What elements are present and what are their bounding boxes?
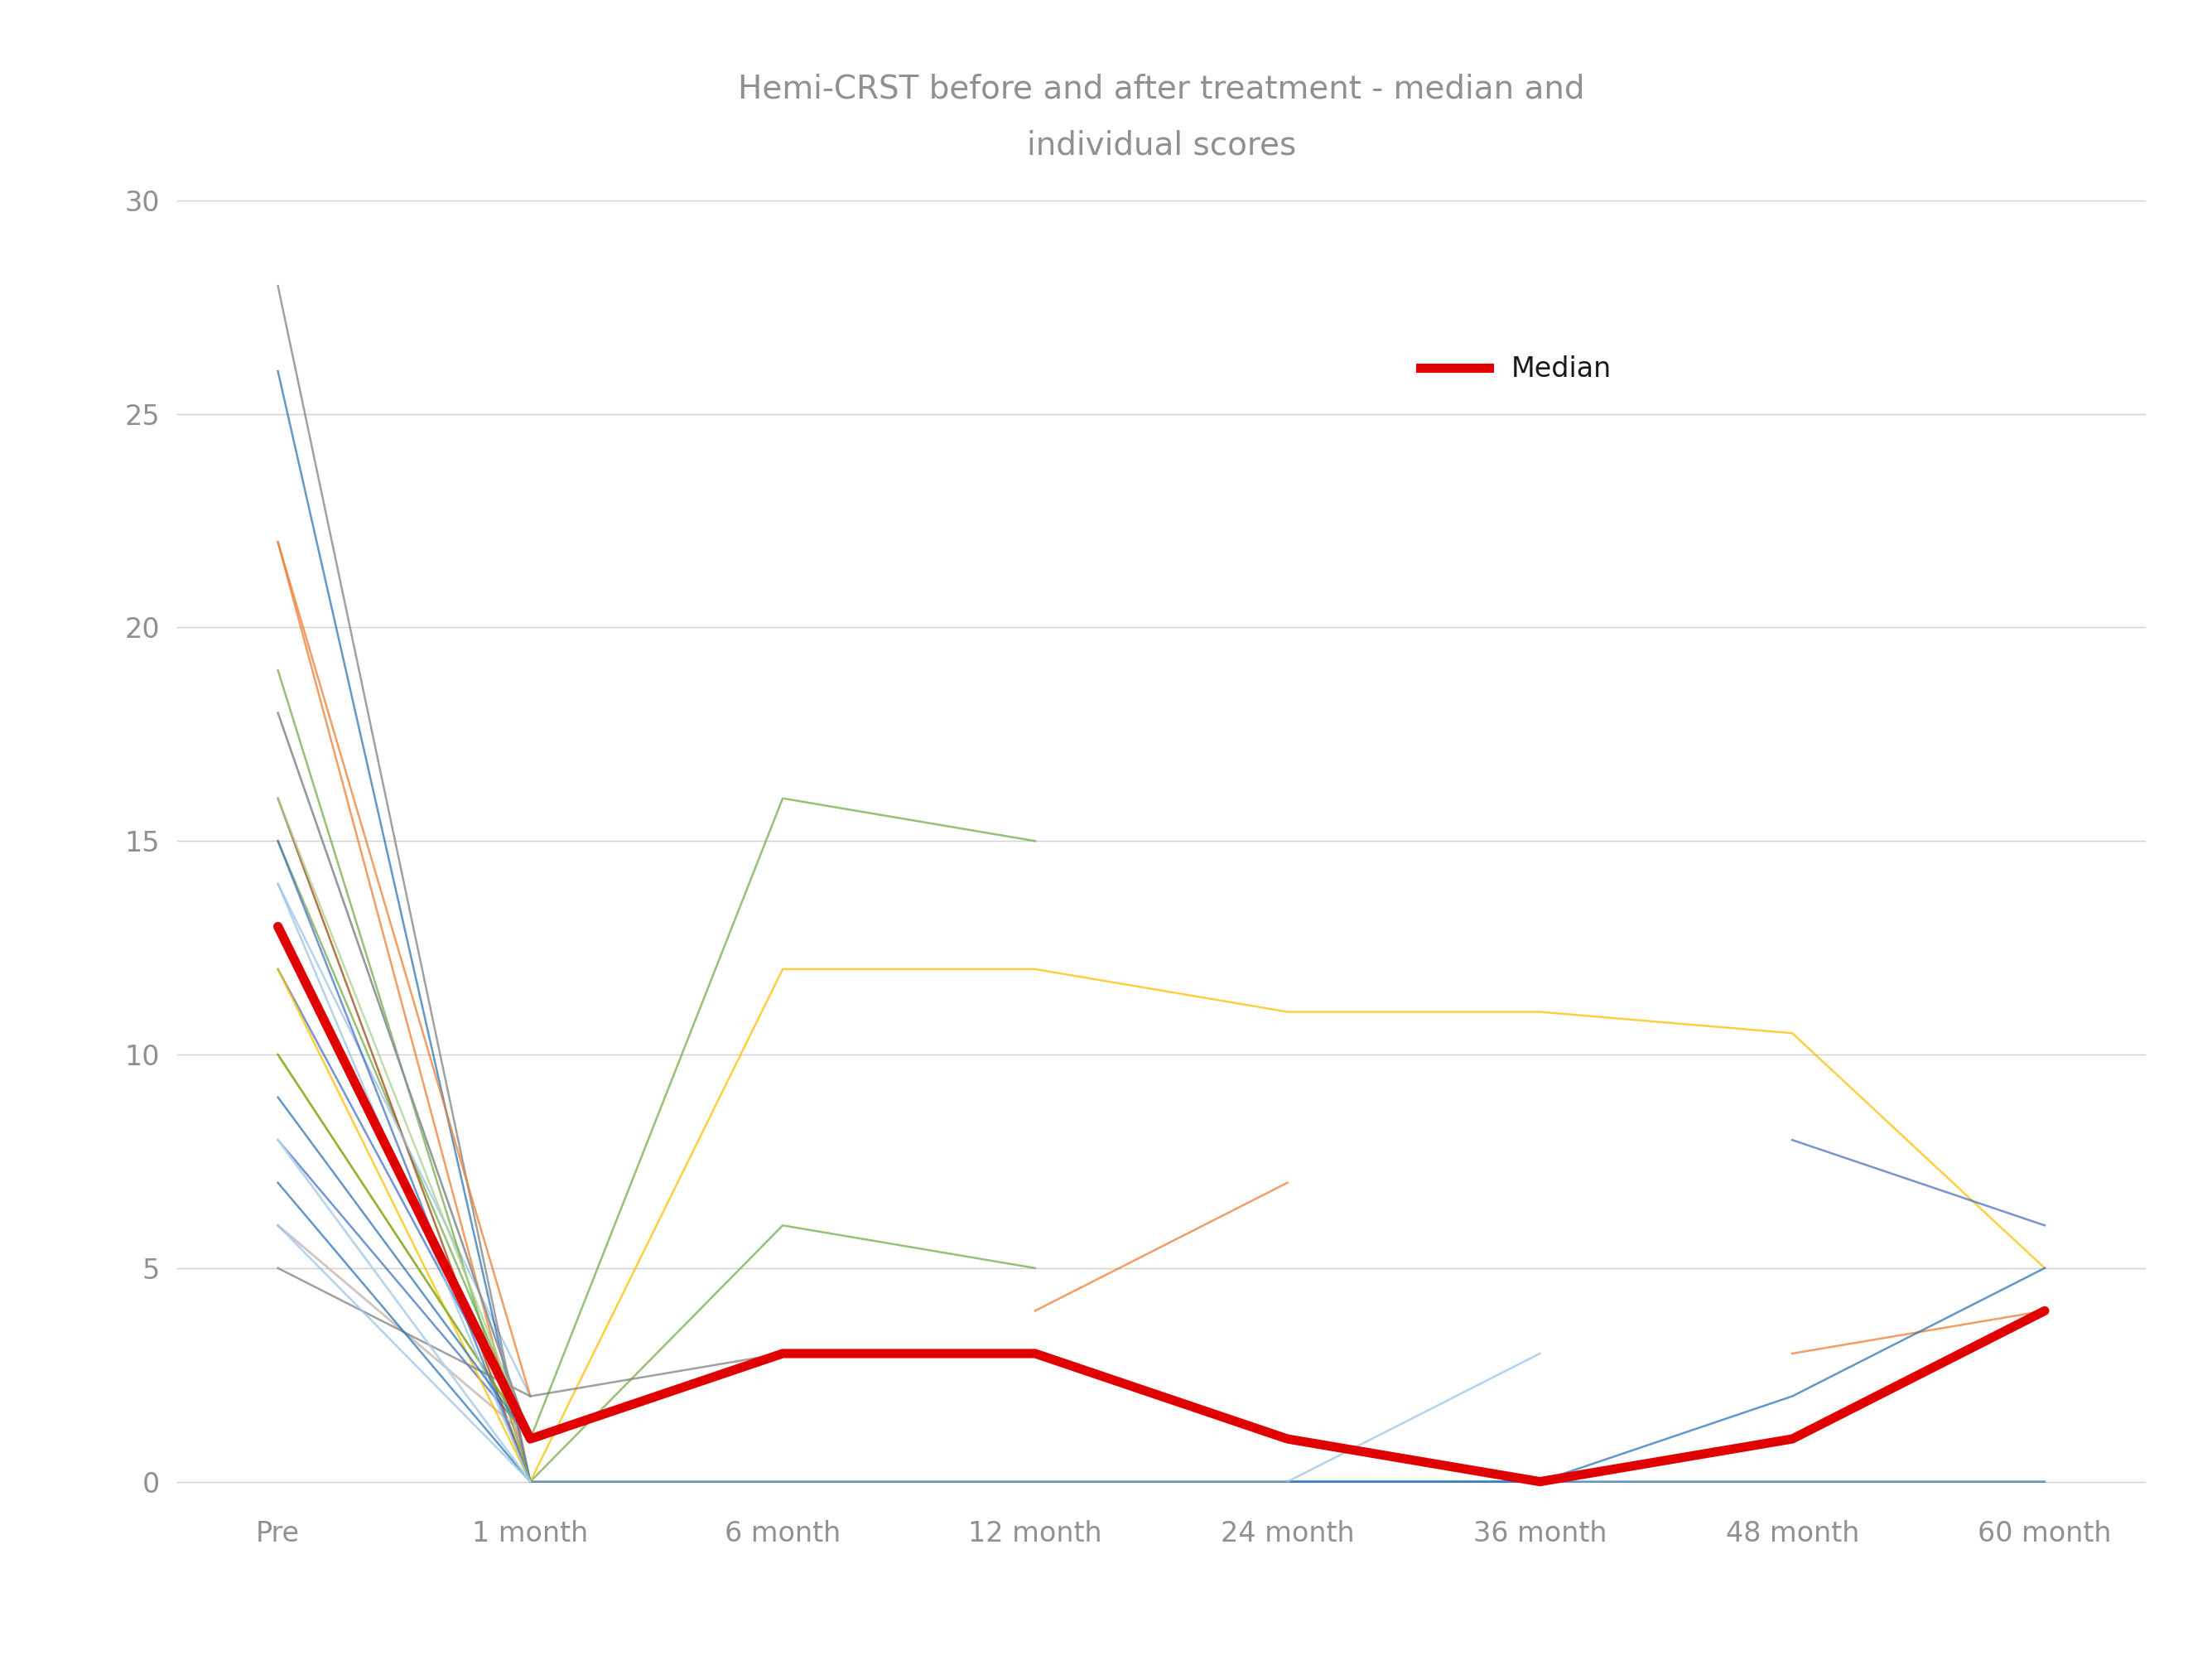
Legend: Median: Median [1409, 344, 1621, 394]
Title: Hemi-CRST before and after treatment - median and
individual scores: Hemi-CRST before and after treatment - m… [739, 73, 1584, 160]
